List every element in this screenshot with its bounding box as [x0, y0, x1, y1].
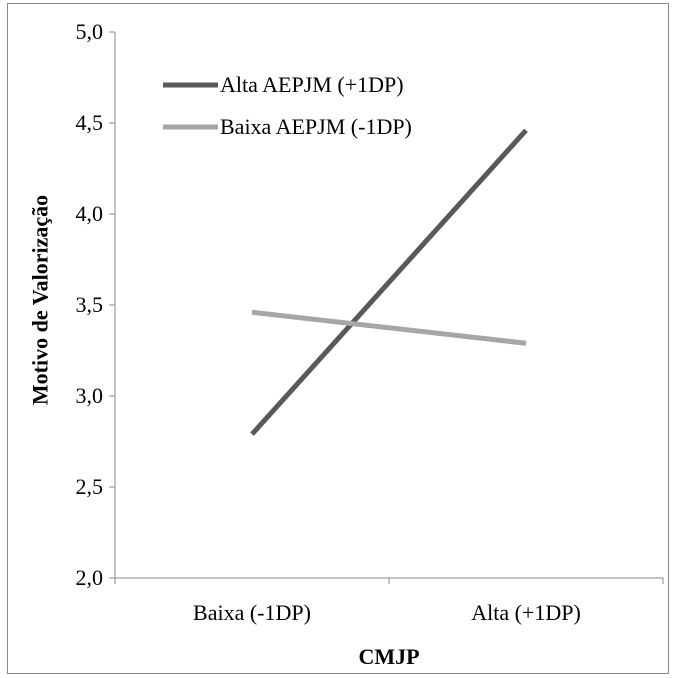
y-tick-label: 2,5	[76, 474, 104, 499]
y-axis-title: Motivo de Valorização	[28, 195, 53, 405]
legend: Alta AEPJM (+1DP) Baixa AEPJM (-1DP)	[163, 72, 412, 139]
x-axis-title: CMJP	[358, 644, 419, 669]
y-tick-label: 5,0	[76, 19, 104, 44]
x-ticks: Baixa (-1DP) Alta (+1DP)	[114, 578, 664, 625]
series-line-1	[250, 128, 528, 436]
y-ticks: 2,0 2,5 3,0 3,5 4,0 4,5 5,0	[76, 19, 115, 590]
legend-label-1: Alta AEPJM (+1DP)	[220, 72, 404, 97]
y-tick-label: 4,0	[76, 201, 104, 226]
x-tick-label: Baixa (-1DP)	[193, 600, 311, 625]
series-line-2	[251, 309, 527, 346]
legend-label-2: Baixa AEPJM (-1DP)	[220, 114, 412, 139]
y-tick-label: 4,5	[76, 110, 104, 135]
x-tick-label: Alta (+1DP)	[471, 600, 581, 625]
y-tick-label: 3,0	[76, 383, 104, 408]
y-tick-label: 3,5	[76, 292, 104, 317]
series-lines	[250, 128, 528, 436]
y-tick-label: 2,0	[76, 565, 104, 590]
